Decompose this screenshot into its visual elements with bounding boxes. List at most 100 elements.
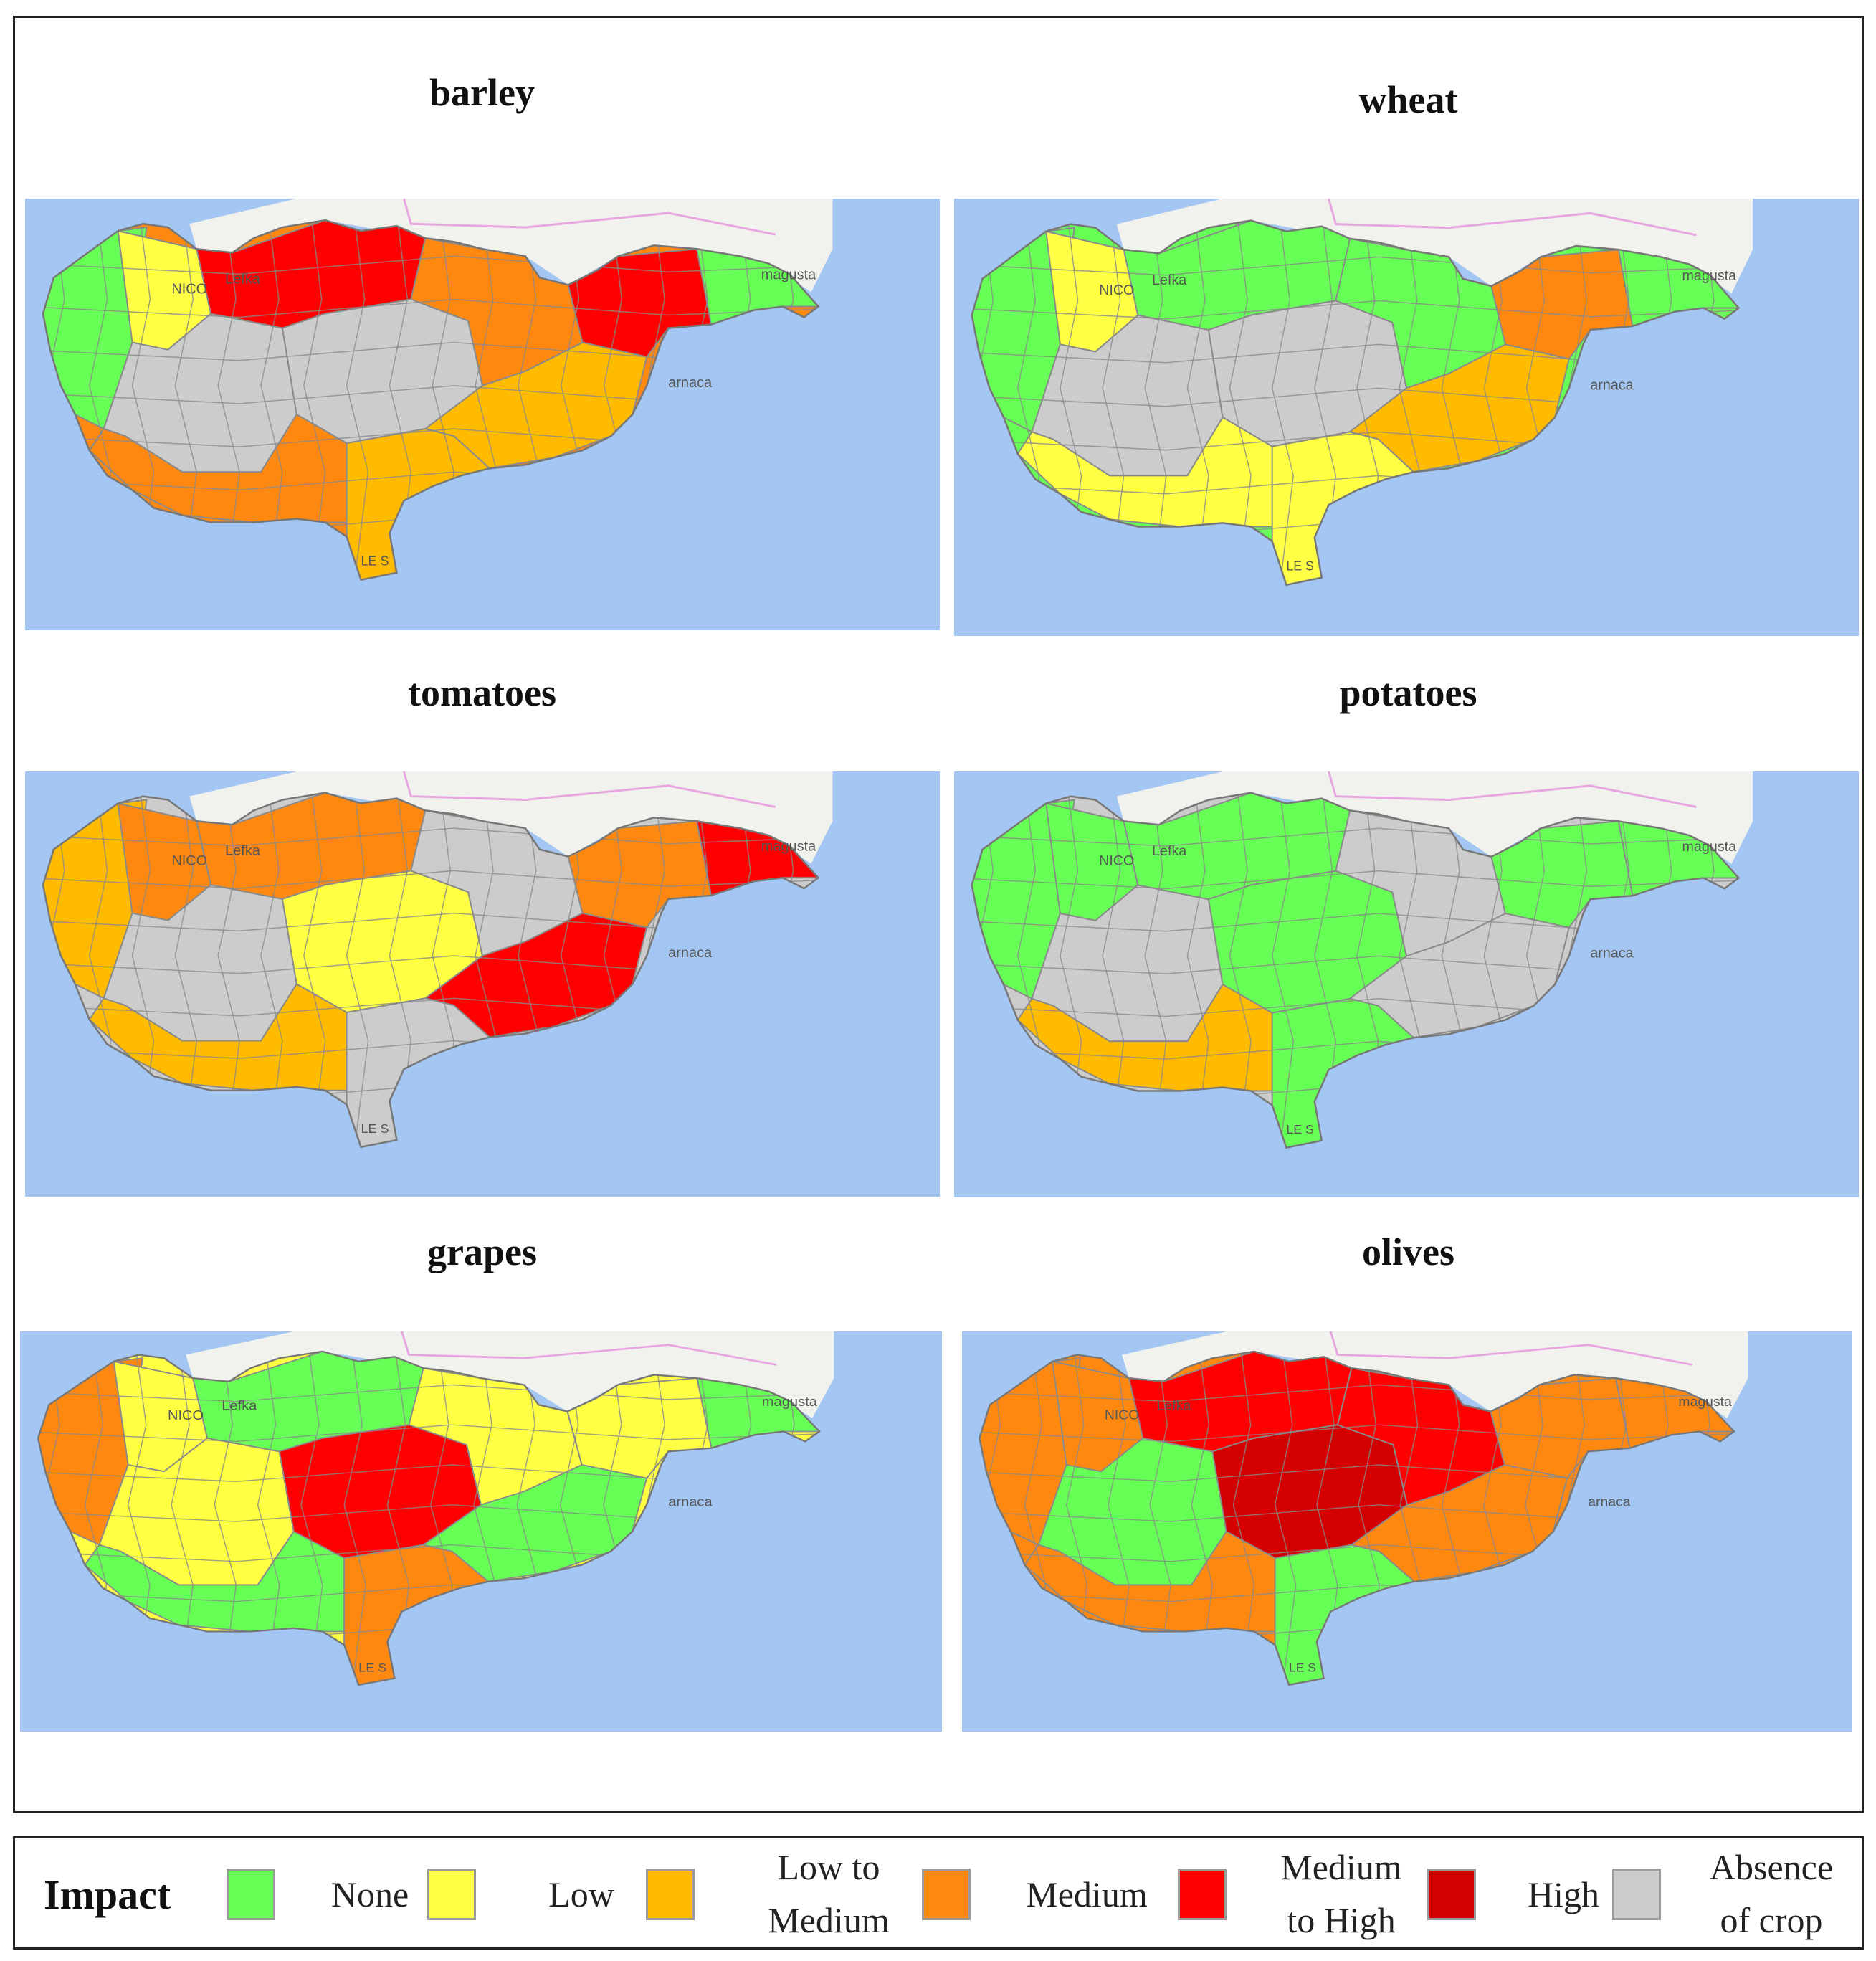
map-panel-tomatoes: Lefka NICO magusta arnaca LE S	[25, 771, 940, 1197]
island-outline	[42, 792, 820, 1149]
north-land	[1116, 771, 1753, 864]
north-land	[1122, 1331, 1748, 1418]
place-label-famagusta: magusta	[761, 267, 816, 282]
boundary-line	[42, 1083, 819, 1102]
place-label-nicosia: NICO	[1099, 853, 1134, 869]
north-land	[1116, 199, 1753, 294]
place-label-lefka: Lefka	[1152, 272, 1187, 288]
legend-label-medhi-1: Medium	[1280, 1847, 1402, 1887]
island-outline	[971, 792, 1741, 1149]
north-land	[189, 199, 833, 293]
boundary-line	[38, 1384, 820, 1402]
boundary-line	[303, 220, 326, 580]
place-label-famagusta: magusta	[761, 839, 816, 855]
island-outline	[979, 1350, 1735, 1686]
place-label-lefka: Lefka	[225, 271, 261, 287]
boundary-line	[260, 792, 283, 1147]
place-label-nicosia: NICO	[171, 853, 207, 869]
place-label-limassol: LE S	[1286, 1122, 1314, 1136]
boundary-line	[42, 255, 819, 275]
legend-label-low: Low	[548, 1874, 614, 1914]
island-outline	[42, 219, 820, 581]
legend-label-none: None	[330, 1874, 409, 1914]
place-label-famagusta: magusta	[1682, 268, 1737, 284]
boundary-line	[1144, 792, 1167, 1148]
map-panel-wheat: Lefka NICO magusta arnaca LE S	[954, 199, 1859, 636]
place-label-limassol: LE S	[361, 1121, 389, 1136]
place-label-famagusta: magusta	[762, 1395, 817, 1410]
place-label-larnaca: arnaca	[668, 1494, 713, 1509]
boundary-line	[257, 1351, 280, 1685]
map-title-grapes: grapes	[427, 1230, 537, 1273]
place-label-lefka: Lefka	[222, 1398, 257, 1413]
legend-swatch-high	[1427, 1869, 1476, 1920]
legend-label-absent-2: of crop	[1720, 1900, 1823, 1940]
place-label-larnaca: arnaca	[1590, 945, 1633, 961]
boundary-line	[1229, 792, 1252, 1148]
place-label-nicosia: NICO	[168, 1407, 204, 1423]
legend-swatch-absent	[1612, 1869, 1661, 1920]
place-label-limassol: LE S	[1286, 559, 1313, 573]
legend-swatch-low	[427, 1869, 476, 1920]
road-line	[1328, 199, 1697, 237]
legend-swatch-none	[227, 1869, 275, 1920]
legend-label-lowmed-1: Low to	[777, 1847, 880, 1887]
boundary-line	[343, 1351, 367, 1685]
boundary-line	[217, 792, 240, 1147]
boundary-line	[174, 792, 198, 1147]
place-label-lefka: Lefka	[1152, 843, 1186, 859]
place-label-larnaca: arnaca	[668, 945, 713, 961]
place-label-nicosia: NICO	[1105, 1408, 1139, 1423]
boundary-line	[1271, 220, 1295, 585]
map-panel-barley: Lefka NICO magusta arnaca LE S	[25, 199, 940, 630]
legend-swatch-lowmed	[646, 1869, 695, 1920]
place-label-lefka: Lefka	[1157, 1399, 1191, 1414]
place-label-lefka: Lefka	[225, 843, 261, 859]
boundary-line	[1108, 1351, 1130, 1685]
figure-frame	[13, 16, 1864, 1813]
place-label-larnaca: arnaca	[1588, 1495, 1631, 1510]
boundary-line	[979, 1384, 1735, 1402]
road-line	[402, 771, 776, 808]
map-title-potatoes: potatoes	[1339, 671, 1477, 714]
boundary-line	[1271, 792, 1295, 1148]
boundary-line	[1191, 1351, 1214, 1685]
road-line	[402, 199, 776, 236]
island-outline	[971, 219, 1741, 587]
boundary-line	[979, 1624, 1735, 1643]
place-label-limassol: LE S	[1289, 1661, 1316, 1675]
map-panel-grapes: Lefka NICO magusta arnaca LE S	[20, 1331, 942, 1732]
boundary-line	[1229, 220, 1252, 585]
boundary-line	[42, 870, 819, 889]
boundary-line	[346, 220, 369, 580]
boundary-line	[1102, 792, 1125, 1148]
boundary-line	[1232, 1351, 1255, 1685]
legend-label-medhi-2: to High	[1287, 1900, 1396, 1940]
legend-title: Impact	[44, 1871, 171, 1918]
boundary-line	[1186, 220, 1209, 585]
legend-swatch-med	[922, 1869, 971, 1920]
map-title-tomatoes: tomatoes	[408, 671, 556, 714]
boundary-line	[979, 1424, 1735, 1443]
boundary-line	[260, 220, 283, 580]
place-label-nicosia: NICO	[171, 281, 207, 297]
boundary-line	[1144, 220, 1167, 585]
map-title-barley: barley	[429, 71, 535, 114]
legend-label-lowmed-2: Medium	[768, 1900, 890, 1940]
boundary-line	[42, 827, 819, 847]
place-label-limassol: LE S	[358, 1661, 386, 1674]
road-line	[1328, 771, 1697, 808]
boundary-line	[971, 300, 1739, 320]
road-line	[1329, 1331, 1693, 1366]
boundary-line	[971, 256, 1739, 276]
boundary-line	[171, 1351, 194, 1685]
boundary-line	[971, 518, 1739, 538]
legend-label-high: High	[1528, 1874, 1599, 1914]
place-label-nicosia: NICO	[1099, 282, 1134, 298]
map-panel-olives: Lefka NICO magusta arnaca LE S	[962, 1331, 1852, 1732]
place-label-famagusta: magusta	[1678, 1395, 1732, 1410]
boundary-line	[303, 792, 326, 1147]
place-label-larnaca: arnaca	[1590, 377, 1634, 393]
boundary-line	[1102, 220, 1125, 585]
map-title-wheat: wheat	[1358, 78, 1458, 121]
